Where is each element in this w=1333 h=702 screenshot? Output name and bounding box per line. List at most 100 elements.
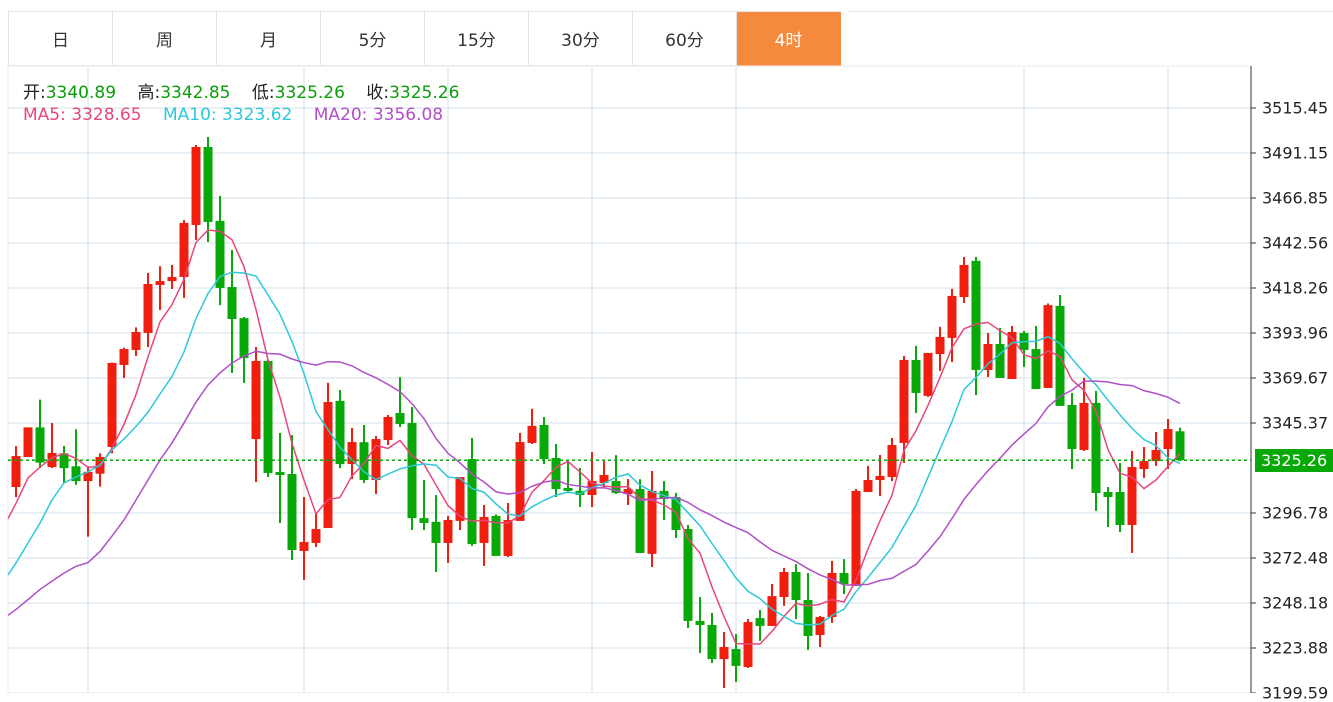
candle-up bbox=[119, 347, 129, 378]
candle-body bbox=[839, 572, 849, 585]
candle-body bbox=[479, 517, 489, 543]
candle-body bbox=[635, 489, 645, 553]
ma5-label: MA5: bbox=[23, 105, 66, 125]
candle-up bbox=[11, 446, 21, 498]
candle-body bbox=[995, 344, 1005, 378]
candle-down bbox=[803, 572, 813, 651]
candle-body bbox=[875, 475, 885, 480]
candle-down bbox=[467, 437, 477, 546]
candle-up bbox=[107, 362, 117, 454]
candle-up bbox=[1139, 447, 1149, 478]
candle-body bbox=[695, 620, 705, 625]
candle-body bbox=[35, 427, 45, 463]
candle-up bbox=[935, 326, 945, 371]
candle-down bbox=[707, 612, 717, 663]
candle-body bbox=[287, 474, 297, 550]
price-axis bbox=[1250, 66, 1256, 693]
candle-body bbox=[779, 572, 789, 598]
candle-up bbox=[527, 408, 537, 445]
candle-body bbox=[971, 260, 981, 370]
candle-body bbox=[803, 599, 813, 636]
candle-down bbox=[1067, 392, 1077, 470]
candle-down bbox=[731, 634, 741, 683]
candle-body bbox=[443, 519, 453, 543]
ma5-readout: MA5: 3328.65 bbox=[23, 105, 142, 125]
candle-body bbox=[935, 337, 945, 355]
candles bbox=[11, 136, 1185, 688]
y-tick-label: 3393.96 bbox=[1262, 323, 1329, 343]
open-value: 3340.89 bbox=[45, 83, 117, 103]
candle-up bbox=[299, 497, 309, 580]
candle-body bbox=[1091, 402, 1101, 493]
candle-down bbox=[1103, 487, 1113, 528]
ma10-value: 3323.62 bbox=[222, 105, 293, 125]
candle-body bbox=[539, 424, 549, 460]
tab-7[interactable]: 4时 bbox=[737, 12, 841, 66]
candle-down bbox=[1175, 427, 1185, 461]
candle-up bbox=[167, 264, 177, 290]
candle-up bbox=[815, 615, 825, 648]
candle-body bbox=[263, 360, 273, 473]
candle-body bbox=[131, 332, 141, 350]
candle-up bbox=[923, 352, 933, 397]
candle-body bbox=[599, 474, 609, 483]
candle-body bbox=[23, 427, 33, 458]
candle-up bbox=[455, 477, 465, 530]
candle-up bbox=[503, 502, 513, 558]
candle-down bbox=[755, 609, 765, 641]
candle-up bbox=[1163, 419, 1173, 470]
candle-body bbox=[1175, 431, 1185, 461]
candle-body bbox=[191, 146, 201, 225]
candle-body bbox=[347, 442, 357, 465]
candle-body bbox=[299, 542, 309, 551]
candle-up bbox=[323, 382, 333, 528]
candle-body bbox=[1043, 305, 1053, 388]
candle-body bbox=[959, 264, 969, 298]
candle-body bbox=[827, 572, 837, 618]
candle-down bbox=[275, 432, 285, 523]
candle-body bbox=[707, 624, 717, 660]
high-label: 高: bbox=[137, 83, 161, 103]
candle-down bbox=[683, 524, 693, 628]
candle-body bbox=[143, 284, 153, 333]
candle-body bbox=[767, 596, 777, 626]
candle-body bbox=[275, 472, 285, 475]
candle-down bbox=[203, 136, 213, 242]
candle-down bbox=[659, 481, 669, 520]
candle-up bbox=[95, 453, 105, 487]
candle-up bbox=[83, 466, 93, 537]
candle-body bbox=[1067, 404, 1077, 450]
candle-down bbox=[791, 564, 801, 620]
ohlc-readout: 开:3340.89 高:3342.85 低:3325.26 收:3325.26 bbox=[23, 78, 475, 103]
candle-body bbox=[1151, 449, 1161, 462]
candle-body bbox=[731, 649, 741, 666]
ma20-value: 3356.08 bbox=[372, 105, 444, 125]
candle-body bbox=[983, 344, 993, 370]
y-tick-label: 3369.67 bbox=[1262, 368, 1329, 388]
candle-down bbox=[1091, 390, 1101, 511]
candle-up bbox=[779, 567, 789, 606]
candle-up bbox=[1043, 303, 1053, 388]
candle-body bbox=[899, 359, 909, 443]
candle-up bbox=[899, 355, 909, 463]
candle-body bbox=[227, 286, 237, 320]
candle-body bbox=[575, 490, 585, 495]
candle-body bbox=[383, 417, 393, 440]
candle-body bbox=[647, 490, 657, 554]
candle-body bbox=[83, 471, 93, 482]
candle-down bbox=[227, 249, 237, 373]
y-tick-label: 3223.88 bbox=[1262, 638, 1329, 658]
candle-body bbox=[815, 617, 825, 635]
candle-body bbox=[863, 479, 873, 493]
candle-up bbox=[23, 427, 33, 458]
candle-up bbox=[1079, 377, 1089, 451]
candle-up bbox=[131, 327, 141, 356]
candle-down bbox=[551, 444, 561, 498]
candle-up bbox=[347, 427, 357, 480]
candle-down bbox=[395, 377, 405, 428]
high-value: 3342.85 bbox=[160, 83, 231, 103]
candle-body bbox=[335, 400, 345, 465]
candle-body bbox=[359, 442, 369, 480]
candle-body bbox=[1115, 492, 1125, 525]
